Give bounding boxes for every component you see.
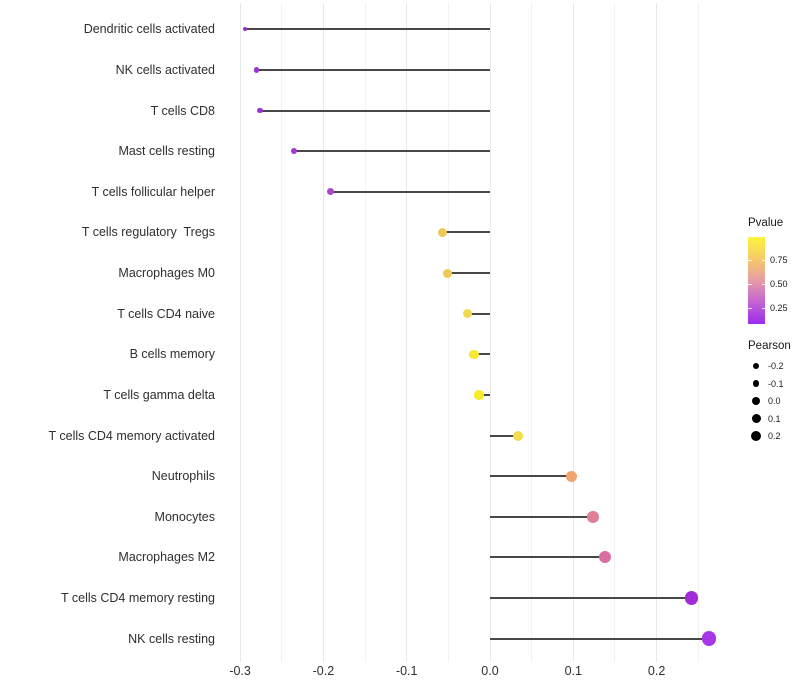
lollipop-dot (684, 591, 699, 605)
lollipop-dot (469, 349, 479, 360)
y-axis-label: T cells follicular helper (91, 184, 215, 199)
lollipop-stem (330, 190, 490, 193)
lollipop-dot (598, 551, 611, 564)
x-tick-label: -0.2 (312, 664, 335, 678)
lollipop-stem (490, 475, 572, 478)
pearson-size-dot (751, 414, 761, 423)
pearson-size-dot (751, 431, 761, 441)
gridline-major (239, 3, 241, 662)
lollipop-dot (327, 188, 335, 196)
y-axis-label: T cells CD4 naive (117, 306, 215, 321)
y-axis-label: Macrophages M0 (118, 266, 215, 281)
lollipop-stem (474, 353, 490, 356)
lollipop-stem (294, 150, 490, 153)
pvalue-legend-title: Pvalue (748, 217, 784, 229)
pearson-tick-label: 0.2 (768, 431, 781, 441)
y-axis-label: T cells CD4 memory activated (48, 428, 216, 443)
pearson-legend-title: Pearson (748, 340, 791, 352)
colorbar-tick (748, 283, 752, 285)
pvalue-tick-label: 0.50 (770, 278, 788, 289)
lollipop-dot (257, 107, 263, 114)
colorbar-tick (761, 283, 765, 285)
x-tick-label: 0.0 (481, 664, 499, 678)
y-axis-label: T cells gamma delta (103, 387, 215, 402)
gridline-major (489, 3, 491, 662)
gridline-minor (281, 3, 283, 662)
pearson-size-dot (752, 380, 760, 387)
y-axis-label: NK cells resting (128, 631, 215, 646)
lollipop-stem (447, 272, 490, 275)
colorbar-tick (748, 259, 752, 261)
pearson-tick-label: -0.2 (768, 361, 784, 371)
lollipop-stem (490, 597, 692, 600)
lollipop-dot (243, 27, 248, 32)
colorbar-tick (761, 259, 765, 261)
lollipop-dot (701, 631, 717, 647)
pearson-tick-label: -0.1 (768, 378, 784, 389)
y-axis-label: Mast cells resting (118, 144, 215, 159)
y-axis-label: Macrophages M2 (118, 550, 215, 565)
colorbar-tick (761, 307, 765, 309)
gridline-major (572, 3, 574, 662)
pearson-tick-label: 0.0 (768, 396, 781, 406)
pvalue-colorbar-gradient (748, 237, 765, 324)
lollipop-dot (462, 309, 473, 319)
lollipop-dot (474, 390, 484, 400)
y-axis-label: T cells CD4 memory resting (61, 591, 215, 606)
pearson-size-dot (753, 363, 759, 369)
lollipop-dot (443, 268, 453, 278)
pearson-tick-label: 0.1 (768, 413, 781, 424)
gridline-major (406, 3, 408, 662)
gridline-minor (531, 3, 533, 662)
lollipop-stem (260, 109, 490, 112)
lollipop-stem (442, 231, 490, 234)
lollipop-dot (513, 430, 524, 441)
lollipop-stem (479, 393, 490, 396)
y-axis-label: Neutrophils (151, 469, 215, 484)
y-axis-label: B cells memory (129, 347, 215, 362)
pearson-size-dot (752, 397, 760, 405)
y-axis-label: T cells regulatory Tregs (81, 225, 215, 240)
gridline-major (322, 3, 324, 662)
lollipop-stem (490, 637, 710, 640)
gridline-minor (697, 3, 699, 662)
lollipop-stem (490, 434, 519, 437)
x-tick-label: -0.3 (229, 664, 251, 678)
y-axis-label: Dendritic cells activated (83, 22, 215, 37)
y-axis-label: Monocytes (154, 509, 215, 524)
gridline-major (656, 3, 658, 662)
gridline-minor (447, 3, 449, 662)
lollipop-dot (291, 147, 298, 155)
x-tick-label: 0.1 (564, 664, 582, 678)
lollipop-stem (245, 28, 490, 31)
x-tick-label: -0.1 (395, 664, 418, 678)
lollipop-dot (438, 227, 448, 237)
pvalue-tick-label: 0.75 (770, 254, 788, 265)
x-tick-label: 0.2 (647, 664, 666, 678)
y-axis-label: NK cells activated (115, 62, 215, 77)
lollipop-dot (566, 470, 578, 482)
y-axis-label: T cells CD8 (150, 103, 215, 118)
lollipop-stem (467, 312, 490, 315)
lollipop-stem (490, 556, 605, 559)
lollipop-stem (256, 68, 490, 71)
gridline-minor (614, 3, 616, 662)
gridline-minor (364, 3, 366, 662)
lollipop-dot (587, 511, 600, 523)
lollipop-dot (254, 67, 260, 73)
colorbar-tick (748, 307, 752, 309)
pvalue-tick-label: 0.25 (770, 302, 788, 313)
lollipop-stem (490, 515, 594, 518)
